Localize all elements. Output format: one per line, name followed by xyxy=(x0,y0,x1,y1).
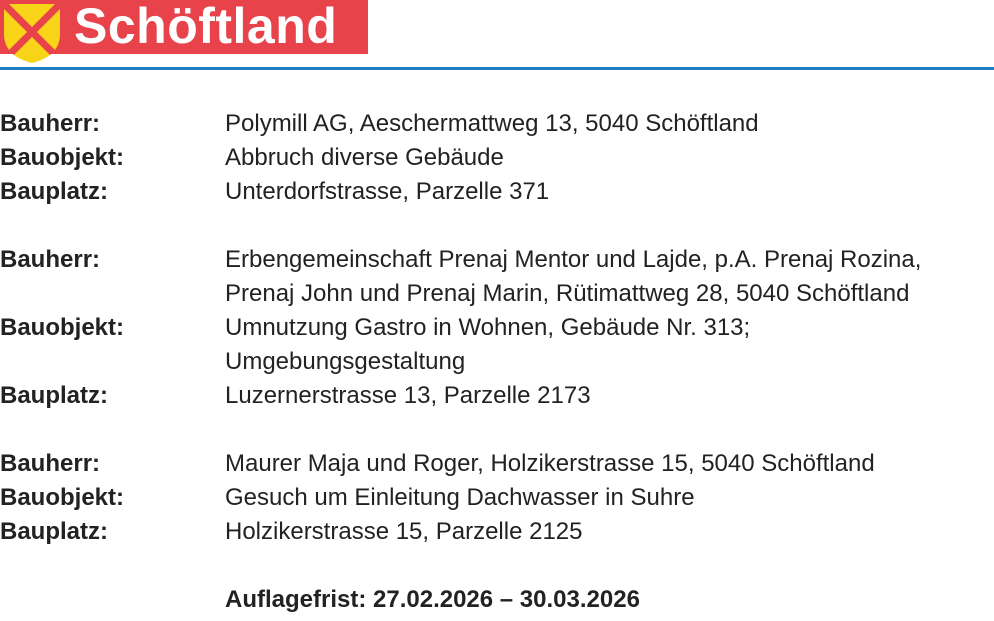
field-row: Prenaj John und Prenaj Marin, Rütimattwe… xyxy=(0,277,994,311)
deadline: Auflagefrist: 27.02.2026 – 30.03.2026 xyxy=(225,586,640,613)
coat-of-arms-icon xyxy=(4,4,60,63)
building-application: Bauherr: Maurer Maja und Roger, Holzikers… xyxy=(0,447,994,549)
field-row: Umgebungsgestaltung xyxy=(0,345,994,379)
field-row: Bauherr: Erbengemeinschaft Prenaj Mentor … xyxy=(0,243,994,277)
building-application: Bauherr: Polymill AG, Aeschermattweg 13, … xyxy=(0,107,994,209)
field-row: Bauplatz: Holzikerstrasse 15, Parzelle 21… xyxy=(0,515,994,549)
field-row: Bauplatz: Unterdorfstrasse, Parzelle 371 xyxy=(0,175,994,209)
field-value: Unterdorfstrasse, Parzelle 371 xyxy=(225,178,550,205)
field-value: Abbruch diverse Gebäude xyxy=(225,144,504,171)
field-row: Bauobjekt: Abbruch diverse Gebäude xyxy=(0,141,994,175)
field-label: Bauplatz: xyxy=(0,382,108,409)
logo-banner xyxy=(0,0,368,54)
field-value: Prenaj John und Prenaj Marin, Rütimattwe… xyxy=(225,280,910,307)
field-value: Maurer Maja und Roger, Holzikerstrasse 1… xyxy=(225,450,875,477)
field-label xyxy=(0,277,225,311)
field-label: Bauherr: xyxy=(0,246,101,273)
spacer xyxy=(0,209,994,243)
field-value: Umgebungsgestaltung xyxy=(225,348,466,375)
field-row: Bauplatz: Luzernerstrasse 13, Parzelle 21… xyxy=(0,379,994,413)
field-row: Bauherr: Polymill AG, Aeschermattweg 13, … xyxy=(0,107,994,141)
field-value: Gesuch um Einleitung Dachwasser in Suhre xyxy=(225,484,695,511)
field-label: Bauobjekt: xyxy=(0,144,125,171)
field-value: Luzernerstrasse 13, Parzelle 2173 xyxy=(225,382,591,409)
spacer xyxy=(0,413,994,447)
building-application: Bauherr: Erbengemeinschaft Prenaj Mentor … xyxy=(0,243,994,413)
publication-list: Bauherr: Polymill AG, Aeschermattweg 13, … xyxy=(0,107,994,617)
field-label: Bauherr: xyxy=(0,110,101,137)
header-divider xyxy=(0,67,994,70)
field-label: Bauobjekt: xyxy=(0,314,125,341)
field-row: Bauherr: Maurer Maja und Roger, Holzikers… xyxy=(0,447,994,481)
field-row: Bauobjekt: Umnutzung Gastro in Wohnen, Ge… xyxy=(0,311,994,345)
field-label: Bauplatz: xyxy=(0,518,108,545)
field-value: Erbengemeinschaft Prenaj Mentor und Lajd… xyxy=(225,246,922,273)
field-label xyxy=(0,345,225,379)
field-value: Holzikerstrasse 15, Parzelle 2125 xyxy=(225,518,583,545)
field-label: Bauobjekt: xyxy=(0,484,125,511)
spacer xyxy=(0,549,994,583)
field-row: Bauobjekt: Gesuch um Einleitung Dachwasse… xyxy=(0,481,994,515)
field-value: Umnutzung Gastro in Wohnen, Gebäude Nr. … xyxy=(225,314,751,341)
field-label: Bauherr: xyxy=(0,450,101,477)
field-label: Bauplatz: xyxy=(0,178,108,205)
field-value: Polymill AG, Aeschermattweg 13, 5040 Sch… xyxy=(225,110,759,137)
brand-name: Schöftland xyxy=(74,0,338,54)
